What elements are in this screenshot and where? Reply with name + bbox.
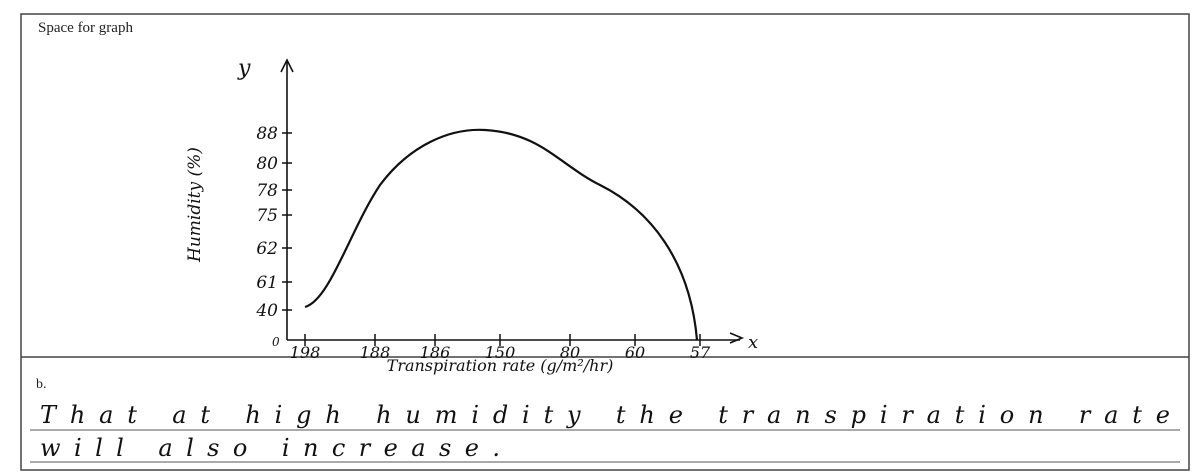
x-tick-label: 198 bbox=[290, 343, 321, 362]
x-tick-label: 80 bbox=[560, 343, 580, 362]
y-tick-label: 61 bbox=[256, 273, 278, 293]
y-tick-label: 88 bbox=[256, 124, 278, 144]
answer-line: That at high humidity the transpiration … bbox=[40, 401, 1170, 429]
x-arrow bbox=[730, 333, 742, 343]
y-tick-label: 40 bbox=[255, 301, 278, 321]
x-tick-label: 150 bbox=[485, 343, 516, 362]
y-letter: y bbox=[237, 56, 251, 81]
curve bbox=[305, 130, 697, 340]
answer-line: will also increase. bbox=[40, 434, 500, 462]
y-tick-label: 80 bbox=[256, 154, 278, 174]
y-axis-title: Humidity (%) bbox=[185, 147, 205, 263]
y-tick-label: 62 bbox=[256, 239, 278, 259]
part-label: b. bbox=[36, 377, 47, 392]
x-tick-label: 60 bbox=[625, 343, 645, 362]
y-tick-label: 78 bbox=[256, 181, 278, 201]
origin-label: 0 bbox=[272, 335, 280, 349]
x-tick-label: 57 bbox=[690, 343, 711, 362]
x-letter: x bbox=[748, 332, 758, 353]
x-tick-label: 186 bbox=[420, 343, 451, 362]
section-label: Space for graph bbox=[38, 20, 133, 36]
exam-page: Space for graph y x 0 Humidity (%) Trans… bbox=[0, 0, 1197, 475]
y-tick-label: 75 bbox=[256, 206, 278, 226]
x-tick-label: 188 bbox=[360, 343, 391, 362]
